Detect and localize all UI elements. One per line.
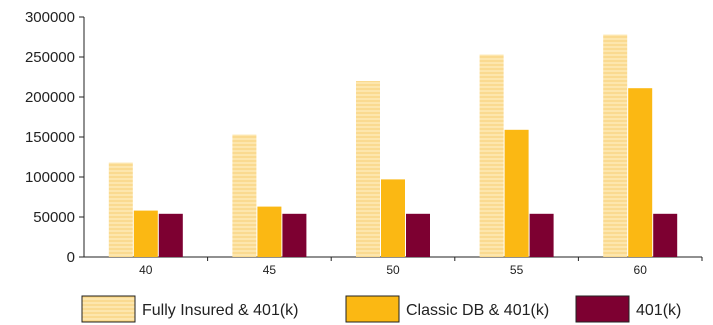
bar-fully-insured-401-k-50: [356, 81, 380, 257]
bar-classic-db-401-k-55: [504, 129, 529, 257]
x-tick-label: 45: [263, 263, 277, 277]
bar-classic-db-401-k-50: [381, 179, 405, 257]
bar-401-k-45: [282, 213, 307, 257]
legend-swatch: [81, 295, 136, 323]
bar-401-k-55: [529, 213, 554, 257]
y-tick-label: 150000: [25, 129, 75, 146]
bar-fully-insured-401-k-40: [108, 162, 133, 257]
bar-fully-insured-401-k-55: [479, 54, 504, 257]
y-tick-label: 200000: [25, 89, 75, 106]
bar-fully-insured-401-k-60: [603, 34, 628, 257]
bar-classic-db-401-k-60: [628, 88, 653, 257]
y-tick-label: 50000: [33, 209, 75, 226]
bar-401-k-40: [158, 213, 183, 257]
y-tick-label: 250000: [25, 49, 75, 66]
bar-fully-insured-401-k-45: [232, 134, 257, 257]
x-tick-label: 60: [634, 263, 648, 277]
legend: Fully Insured & 401(k) Classic DB & 401(k…: [81, 295, 681, 323]
y-tick-label: 300000: [25, 9, 75, 26]
legend-label: Classic DB & 401(k): [406, 302, 549, 319]
bar-classic-db-401-k-45: [257, 206, 282, 257]
x-tick-label: 40: [139, 263, 153, 277]
y-tick-label: 0: [67, 249, 75, 266]
axes: 0 50000 100000 150000 200000 250000 300000 40 45…: [25, 9, 703, 277]
x-tick-label: 50: [386, 263, 400, 277]
y-tick-label: 100000: [25, 169, 75, 186]
bar-401-k-60: [653, 213, 678, 257]
x-tick-label: 55: [510, 263, 524, 277]
bars: [108, 34, 678, 257]
legend-label: 401(k): [636, 302, 681, 319]
legend-label: Fully Insured & 401(k): [142, 302, 299, 319]
legend-swatch: [575, 295, 630, 323]
legend-swatch: [345, 295, 400, 323]
bar-401-k-50: [406, 213, 430, 257]
bar-classic-db-401-k-40: [133, 210, 158, 257]
